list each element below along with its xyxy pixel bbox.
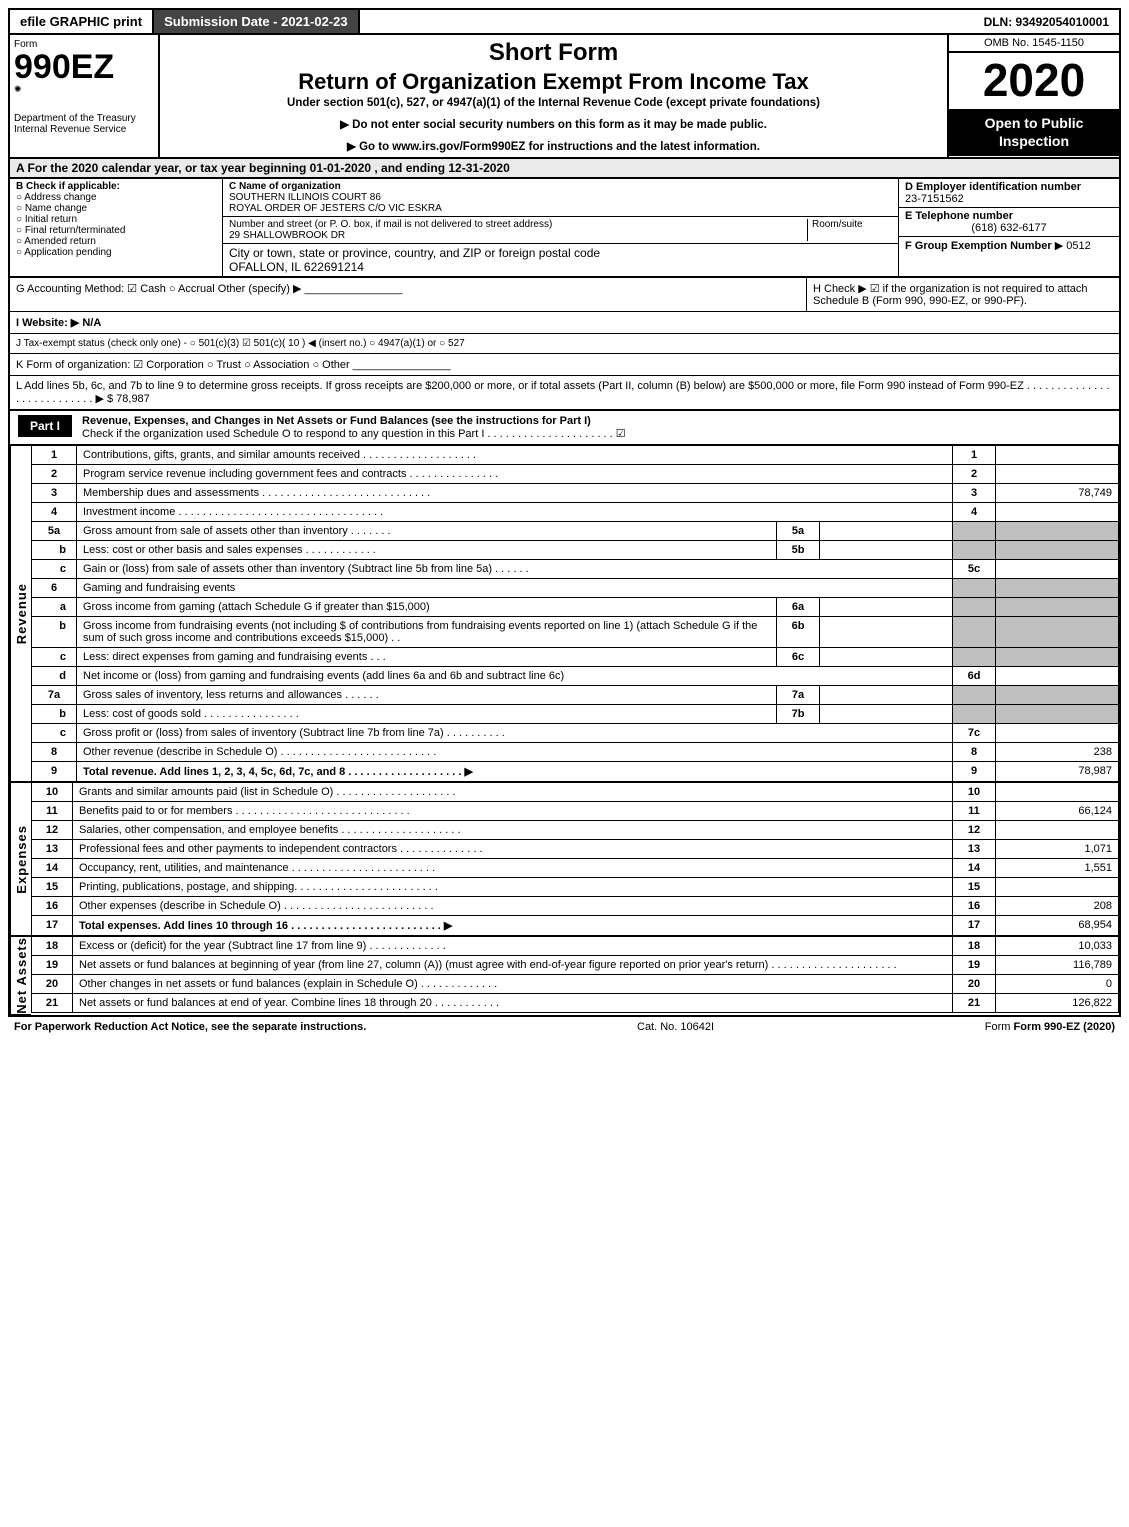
line-1: 1Contributions, gifts, grants, and simil… [32,446,1119,465]
line-21: 21Net assets or fund balances at end of … [32,994,1119,1013]
line-g: G Accounting Method: ☑ Cash ○ Accrual Ot… [10,278,806,311]
net-assets-section: Net Assets 18Excess or (deficit) for the… [10,936,1119,1015]
group-exemption-value: ▶ 0512 [1055,240,1091,252]
chk-application-pending[interactable]: Application pending [16,247,112,258]
line-17: 17Total expenses. Add lines 10 through 1… [32,916,1119,936]
title-return-of-org: Return of Organization Exempt From Incom… [166,69,941,95]
line-h: H Check ▶ ☑ if the organization is not r… [806,278,1119,311]
ein-value: 23-7151562 [905,193,964,205]
revenue-section: Revenue 1Contributions, gifts, grants, a… [10,445,1119,782]
line-9: 9Total revenue. Add lines 1, 2, 3, 4, 5c… [32,762,1119,782]
org-name-1: SOUTHERN ILLINOIS COURT 86 [229,192,381,203]
chk-name-change[interactable]: Name change [16,203,87,214]
header-note-1: ▶ Do not enter social security numbers o… [166,117,941,131]
line-14: 14Occupancy, rent, utilities, and mainte… [32,859,1119,878]
line-a-calendar-year: A For the 2020 calendar year, or tax yea… [10,159,1119,179]
line-5b: bLess: cost or other basis and sales exp… [32,541,1119,560]
header-note-2: ▶ Go to www.irs.gov/Form990EZ for instru… [166,139,941,153]
line-4: 4Investment income . . . . . . . . . . .… [32,503,1119,522]
line-5a: 5aGross amount from sale of assets other… [32,522,1119,541]
box-b-heading: B Check if applicable: [16,181,120,192]
line-i-website: I Website: ▶ N/A [10,312,1119,334]
part-1-sub: Check if the organization used Schedule … [82,428,626,440]
expenses-section: Expenses 10Grants and similar amounts pa… [10,782,1119,936]
form-frame: Form 990EZ ✺ Department of the Treasury … [8,33,1121,1017]
line-18: 18Excess or (deficit) for the year (Subt… [32,937,1119,956]
line-7c: cGross profit or (loss) from sales of in… [32,724,1119,743]
chk-address-change[interactable]: Address change [16,192,97,203]
expenses-table: 10Grants and similar amounts paid (list … [31,782,1119,936]
line-6b: bGross income from fundraising events (n… [32,617,1119,648]
footer-form-id: Form Form 990-EZ (2020) [985,1021,1115,1033]
open-to-public: Open to PublicInspection [949,109,1119,156]
net-assets-table: 18Excess or (deficit) for the year (Subt… [31,936,1119,1013]
phone-value: (618) 632-6177 [905,222,1113,234]
room-suite-label: Room/suite [807,219,892,241]
line-7a: 7aGross sales of inventory, less returns… [32,686,1119,705]
line-8: 8Other revenue (describe in Schedule O) … [32,743,1119,762]
line-6: 6Gaming and fundraising events [32,579,1119,598]
expenses-sidelabel: Expenses [10,782,31,936]
box-b: B Check if applicable: Address change Na… [10,179,223,276]
org-name-2: ROYAL ORDER OF JESTERS C/O VIC ESKRA [229,203,442,214]
line-15: 15Printing, publications, postage, and s… [32,878,1119,897]
top-bar: efile GRAPHIC print Submission Date - 20… [8,8,1121,33]
revenue-table: 1Contributions, gifts, grants, and simil… [31,445,1119,782]
title-subtitle: Under section 501(c), 527, or 4947(a)(1)… [166,97,941,109]
dln-label: DLN: 93492054010001 [974,11,1119,33]
irs-label: Internal Revenue Service [14,124,154,135]
dept-treasury: Department of the Treasury [14,113,154,124]
revenue-sidelabel: Revenue [10,445,31,782]
line-3: 3Membership dues and assessments . . . .… [32,484,1119,503]
net-assets-sidelabel: Net Assets [10,936,31,1015]
line-6d: dNet income or (loss) from gaming and fu… [32,667,1119,686]
d-label: D Employer identification number [905,181,1081,193]
line-10: 10Grants and similar amounts paid (list … [32,783,1119,802]
street-value: 29 SHALLOWBROOK DR [229,230,345,241]
footer-paperwork: For Paperwork Reduction Act Notice, see … [14,1021,366,1033]
efile-print-button[interactable]: efile GRAPHIC print [10,10,154,33]
city-value: OFALLON, IL 622691214 [229,260,364,274]
title-short-form: Short Form [166,39,941,67]
form-number: 990EZ [14,50,154,84]
e-label: E Telephone number [905,210,1013,222]
header-left: Form 990EZ ✺ Department of the Treasury … [10,35,160,157]
part-1-header: Part I Revenue, Expenses, and Changes in… [10,411,1119,445]
line-l-gross-receipts: L Add lines 5b, 6c, and 7b to line 9 to … [10,376,1119,411]
line-13: 13Professional fees and other payments t… [32,840,1119,859]
line-16: 16Other expenses (describe in Schedule O… [32,897,1119,916]
c-label: C Name of organization [229,181,341,192]
line-6c: cLess: direct expenses from gaming and f… [32,648,1119,667]
chk-initial-return[interactable]: Initial return [16,214,77,225]
line-2: 2Program service revenue including gover… [32,465,1119,484]
line-g-h: G Accounting Method: ☑ Cash ○ Accrual Ot… [10,278,1119,312]
line-20: 20Other changes in net assets or fund ba… [32,975,1119,994]
footer-catno: Cat. No. 10642I [637,1021,714,1033]
submission-date-badge: Submission Date - 2021-02-23 [154,10,360,33]
line-11: 11Benefits paid to or for members . . . … [32,802,1119,821]
header-right: OMB No. 1545-1150 2020 Open to PublicIns… [947,35,1119,157]
tax-year: 2020 [949,53,1119,109]
line-j-tax-exempt: J Tax-exempt status (check only one) - ○… [10,334,1119,354]
city-label: City or town, state or province, country… [229,246,600,260]
box-c: C Name of organization SOUTHERN ILLINOIS… [223,179,898,276]
omb-number: OMB No. 1545-1150 [949,35,1119,53]
line-19: 19Net assets or fund balances at beginni… [32,956,1119,975]
header-title-block: Short Form Return of Organization Exempt… [160,35,947,157]
line-7b: bLess: cost of goods sold . . . . . . . … [32,705,1119,724]
form-header: Form 990EZ ✺ Department of the Treasury … [10,35,1119,159]
part-1-title: Revenue, Expenses, and Changes in Net As… [82,415,591,427]
line-6a: aGross income from gaming (attach Schedu… [32,598,1119,617]
entity-info-box: B Check if applicable: Address change Na… [10,179,1119,278]
line-12: 12Salaries, other compensation, and empl… [32,821,1119,840]
chk-amended-return[interactable]: Amended return [16,236,96,247]
page-footer: For Paperwork Reduction Act Notice, see … [8,1017,1121,1037]
line-5c: cGain or (loss) from sale of assets othe… [32,560,1119,579]
box-def: D Employer identification number 23-7151… [898,179,1119,276]
f-label: F Group Exemption Number [905,240,1052,252]
part-1-tag: Part I [18,415,72,437]
street-label: Number and street (or P. O. box, if mail… [229,219,552,230]
line-k-form-of-org: K Form of organization: ☑ Corporation ○ … [10,354,1119,376]
chk-final-return[interactable]: Final return/terminated [16,225,125,236]
